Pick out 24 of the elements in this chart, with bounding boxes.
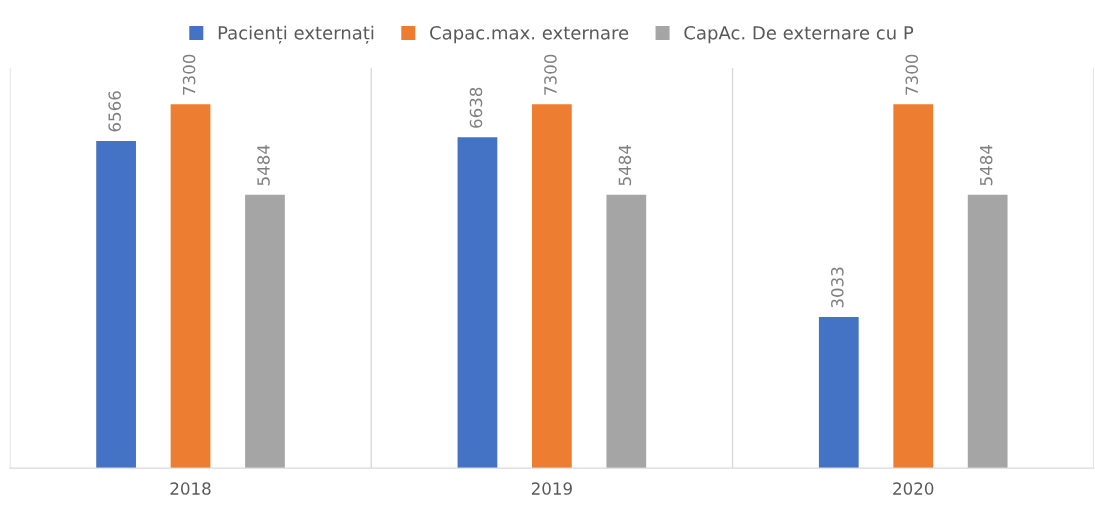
x-tick-label: 2020 <box>893 482 934 495</box>
data-label: 5484 <box>257 145 270 186</box>
x-tick-label: 2019 <box>531 482 572 495</box>
legend-label: Pacienți externați <box>218 25 374 44</box>
bar <box>893 104 934 469</box>
bar <box>170 104 211 469</box>
bar <box>967 194 1008 469</box>
bar <box>457 137 498 469</box>
data-label: 5484 <box>979 145 993 186</box>
bar <box>532 104 572 469</box>
bar <box>818 316 859 469</box>
legend-label: CapAc. De externare cu P <box>684 25 914 44</box>
data-label: 7300 <box>905 54 919 95</box>
bar <box>96 140 136 469</box>
x-tick-label: 2018 <box>170 482 211 495</box>
data-label: 6638 <box>469 87 483 128</box>
data-label: 7300 <box>544 54 557 95</box>
data-label: 7300 <box>182 54 196 95</box>
data-label: 6566 <box>108 91 121 132</box>
bar <box>606 194 647 469</box>
data-label: 3033 <box>831 267 844 308</box>
legend-label: Capac.max. externare <box>430 25 629 44</box>
data-label: 5484 <box>618 145 632 186</box>
bar <box>245 194 285 469</box>
